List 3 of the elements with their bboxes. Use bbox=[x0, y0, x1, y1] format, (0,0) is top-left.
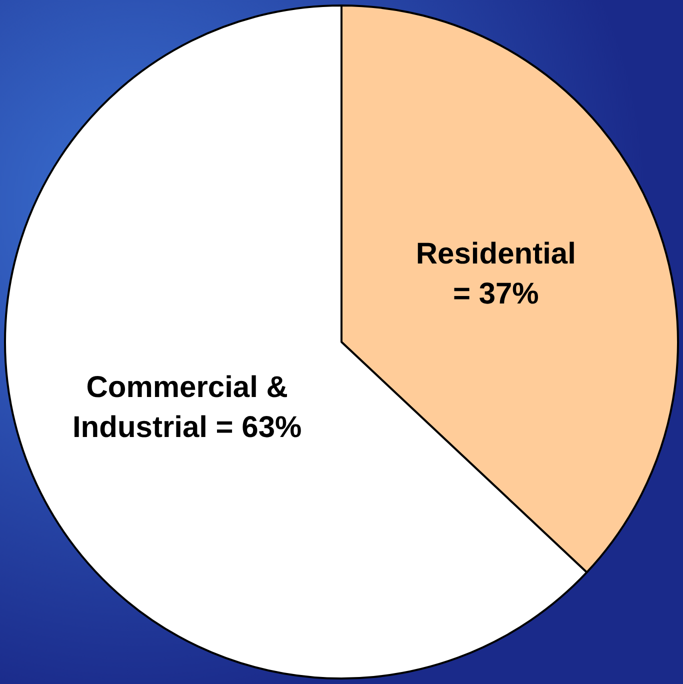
data-label: = 37% bbox=[452, 277, 539, 310]
slice-label: Residential bbox=[416, 237, 576, 270]
slice-label: Commercial & Industrial = 63% bbox=[72, 371, 302, 444]
